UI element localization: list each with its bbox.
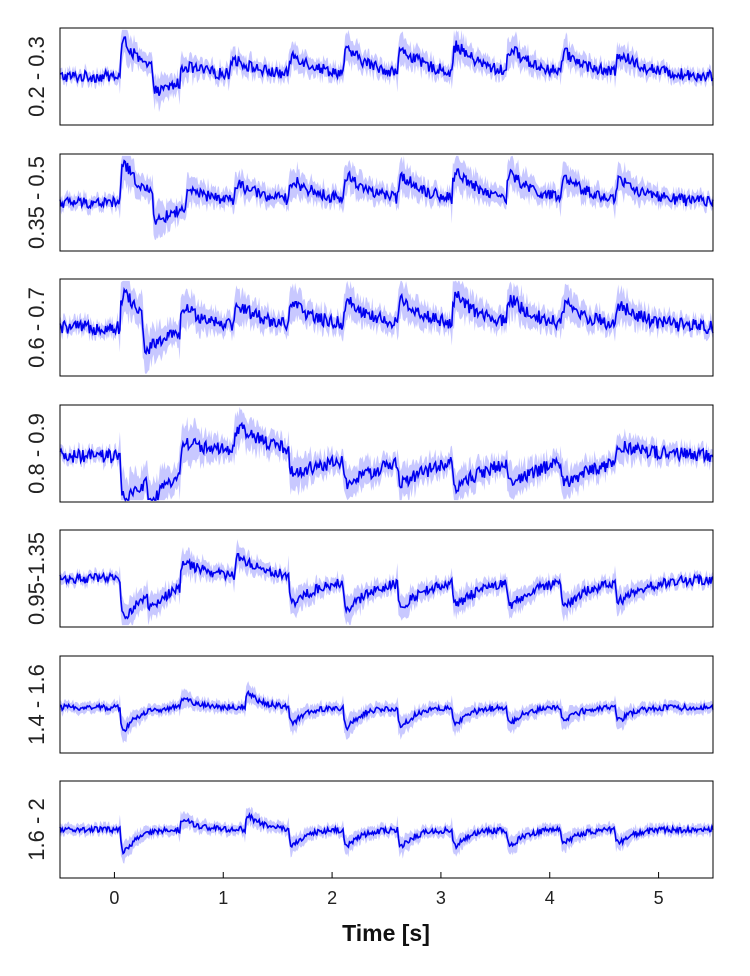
panel-error-band <box>60 280 713 375</box>
x-axis-label: Time [s] <box>342 920 430 946</box>
panel-mean-line <box>59 811 714 856</box>
panel-y-label: 1.4 - 1.6 <box>24 664 49 745</box>
x-tick-label: 4 <box>545 888 555 908</box>
panel-frame-border <box>59 404 714 503</box>
panel-y-label: 0.95-1.35 <box>24 532 49 625</box>
panel-4: 0.8 - 0.9 <box>24 404 714 503</box>
panel-3: 0.6 - 0.7 <box>24 278 714 377</box>
panel-error-band <box>60 806 713 864</box>
panel-frame-border <box>59 529 714 628</box>
panel-5: 0.95-1.35 <box>24 529 714 628</box>
panel-1: 0.2 - 0.3 <box>24 27 714 126</box>
x-tick-label: 5 <box>654 888 664 908</box>
panel-frame-border <box>59 27 714 126</box>
x-tick-label: 3 <box>436 888 446 908</box>
panel-mean-line <box>59 553 714 620</box>
x-tick-label: 0 <box>109 888 119 908</box>
x-tick-label: 1 <box>218 888 228 908</box>
panels-group: 0.2 - 0.3 0.35 - 0.5 0.6 - 0.7 0.8 - 0.9 0.9… <box>24 27 714 879</box>
panel-2: 0.35 - 0.5 <box>24 153 714 252</box>
panel-6: 1.4 - 1.6 <box>24 655 714 754</box>
panel-y-label: 0.6 - 0.7 <box>24 287 49 368</box>
panel-y-label: 0.8 - 0.9 <box>24 413 49 494</box>
panel-error-band <box>60 539 713 626</box>
panel-mean-line <box>59 689 714 733</box>
panel-error-band <box>60 406 713 501</box>
panel-frame-border <box>59 655 714 754</box>
x-axis: 0 1 2 3 4 5 <box>109 872 664 908</box>
panel-error-band <box>60 681 713 744</box>
panel-y-label: 0.35 - 0.5 <box>24 156 49 249</box>
panel-mean-line <box>59 286 714 356</box>
panel-mean-line <box>59 36 714 96</box>
panel-y-label: 0.2 - 0.3 <box>24 36 49 117</box>
x-tick-label: 2 <box>327 888 337 908</box>
panel-mean-line <box>59 159 714 225</box>
panel-mean-line <box>59 421 714 502</box>
panel-frame-border <box>59 153 714 252</box>
panel-7: 1.6 - 2 <box>24 780 714 879</box>
panel-frame-border <box>59 780 714 879</box>
panel-y-label: 1.6 - 2 <box>24 798 49 860</box>
panel-frame-border <box>59 278 714 377</box>
